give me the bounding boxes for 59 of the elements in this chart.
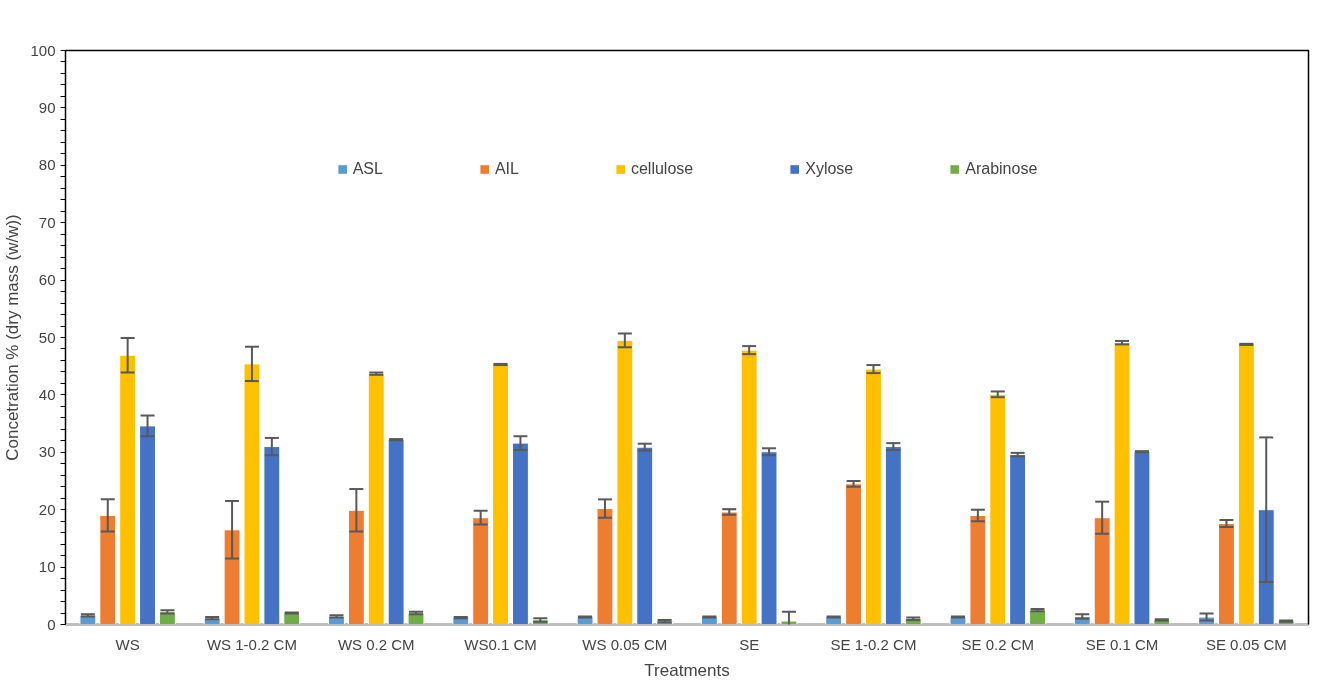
bar xyxy=(864,368,882,625)
bar xyxy=(347,509,365,625)
y-tick-label: 90 xyxy=(38,98,56,116)
bar xyxy=(223,529,241,625)
bar xyxy=(472,517,490,625)
bar xyxy=(243,363,261,625)
bar xyxy=(636,446,654,625)
bar xyxy=(596,508,614,625)
bar xyxy=(1218,522,1235,625)
bar xyxy=(989,393,1007,625)
x-axis-title: Treatments xyxy=(644,660,730,680)
bar xyxy=(884,446,902,625)
y-tick-label: 50 xyxy=(38,328,56,346)
legend-label: ASL xyxy=(352,160,383,178)
bar xyxy=(119,354,137,625)
y-tick-label: 10 xyxy=(38,558,56,576)
bar xyxy=(720,511,738,625)
x-tick-label: SE 0.05 CM xyxy=(1205,635,1287,653)
bar xyxy=(969,514,987,625)
legend-label: AIL xyxy=(494,160,519,178)
x-tick-label: SE xyxy=(739,635,760,653)
x-tick-label: WS 0.05 CM xyxy=(582,635,668,653)
bar xyxy=(780,620,798,625)
bar xyxy=(616,339,634,625)
x-tick-label: WS xyxy=(115,635,140,653)
bar xyxy=(760,451,778,625)
y-tick-label: 70 xyxy=(38,213,56,231)
y-tick-label: 30 xyxy=(38,443,56,461)
x-tick-label: SE 0.2 CM xyxy=(961,635,1035,653)
y-tick-label: 20 xyxy=(38,500,56,518)
bar xyxy=(511,442,529,625)
y-tick-label: 100 xyxy=(30,41,56,59)
legend-label: Xylose xyxy=(805,160,854,178)
bar xyxy=(1113,342,1131,625)
bar xyxy=(99,514,117,625)
y-tick-label: 0 xyxy=(47,615,56,633)
bar xyxy=(1093,517,1111,625)
bar xyxy=(1009,454,1027,625)
bar xyxy=(740,349,758,625)
y-axis-title: Concetration % (dry mass (w/w)) xyxy=(3,214,23,461)
bar xyxy=(139,425,156,625)
x-tick-label: WS 1-0.2 CM xyxy=(206,635,297,653)
x-tick-label: SE 0.1 CM xyxy=(1085,635,1159,653)
bar xyxy=(845,483,863,625)
x-tick-label: WS 0.2 CM xyxy=(337,635,415,653)
legend-label: Arabinose xyxy=(965,160,1038,178)
bar xyxy=(492,363,510,625)
bar xyxy=(263,446,281,625)
bar xyxy=(1237,343,1255,625)
x-tick-label: SE 1-0.2 CM xyxy=(830,635,917,653)
bar xyxy=(367,373,385,625)
x-tick-label: WS0.1 CM xyxy=(464,635,537,653)
y-tick-label: 40 xyxy=(38,385,56,403)
y-tick-label: 80 xyxy=(38,156,56,174)
bar xyxy=(1257,509,1275,625)
legend-label: cellulose xyxy=(630,160,694,178)
bar xyxy=(387,439,405,625)
bar xyxy=(1133,451,1151,625)
y-tick-label: 60 xyxy=(38,271,56,289)
